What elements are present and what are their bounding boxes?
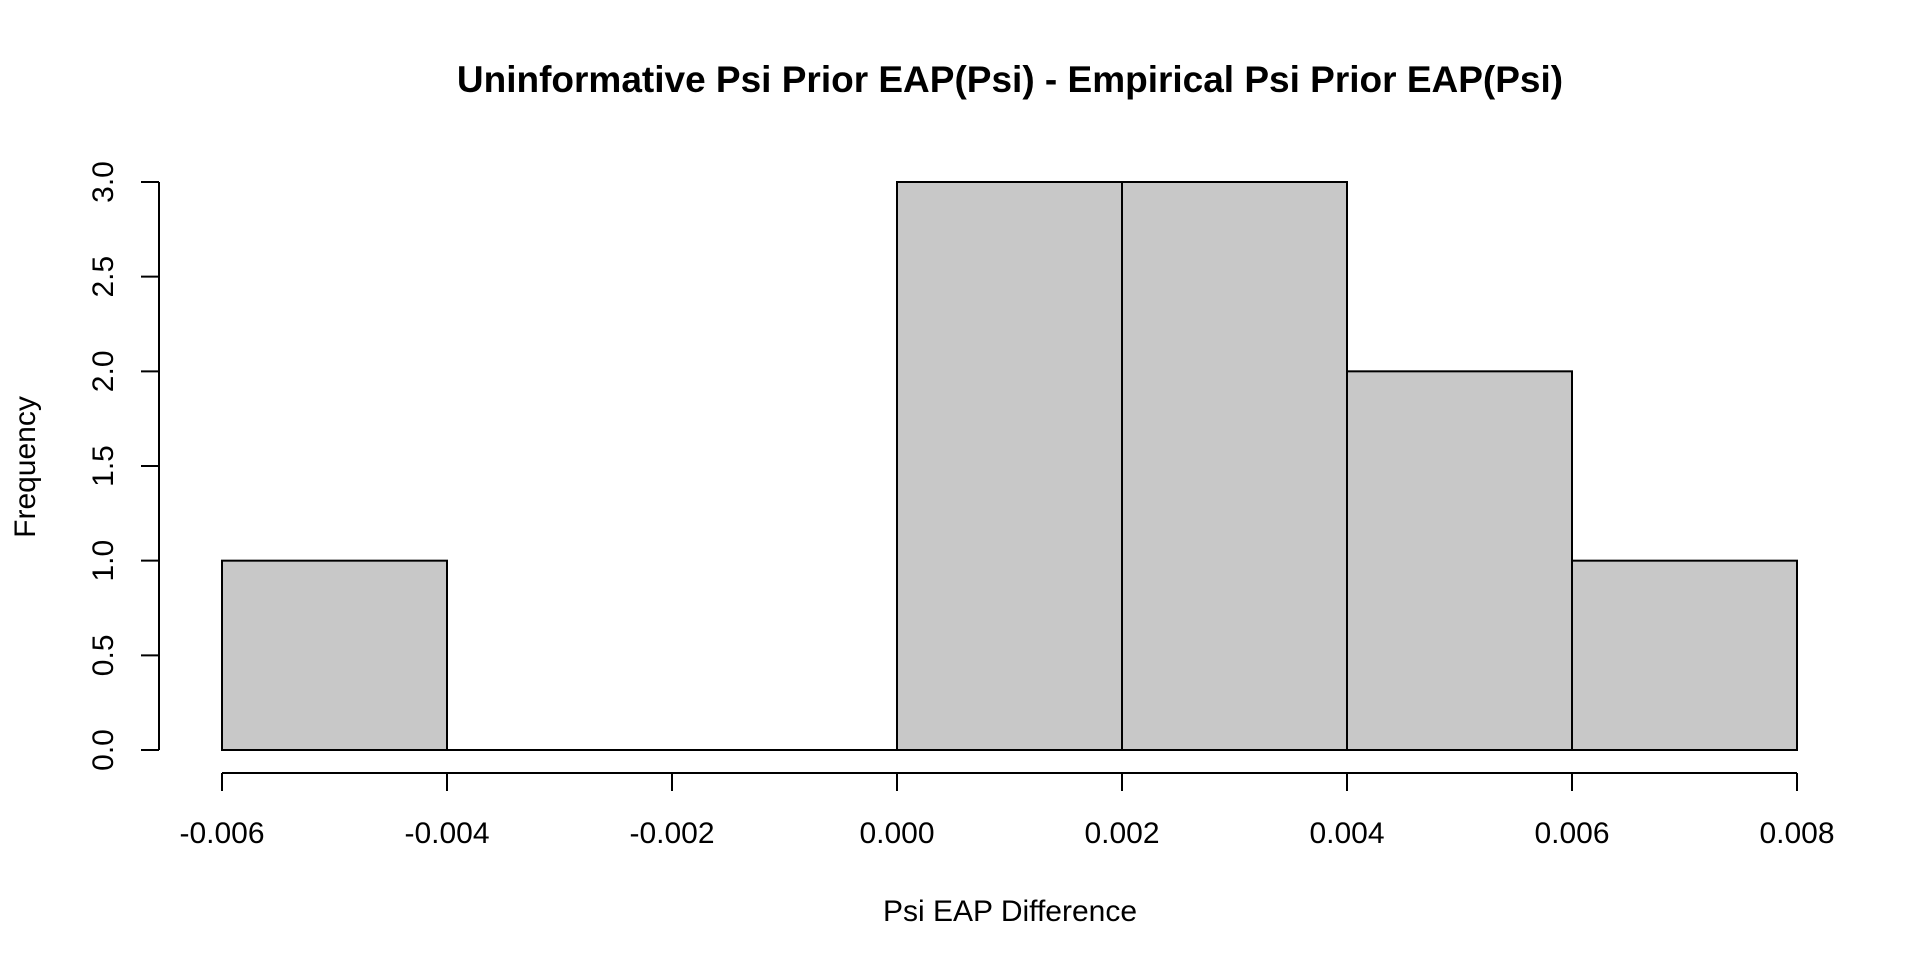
x-axis: -0.006 -0.004 -0.002 0.000 0.002 0.004 0.006 0.… [179, 772, 1835, 850]
y-tick-label: 1.0 [87, 540, 120, 582]
y-tick-label: 2.0 [87, 350, 120, 392]
x-tick-label: 0.004 [1309, 817, 1384, 850]
histogram-bar [896, 181, 1123, 751]
y-tick-label: 3.0 [87, 161, 120, 203]
y-tick-label: 0.0 [87, 729, 120, 771]
y-axis: 0.0 0.5 1.0 1.5 2.0 2.5 3.0 [87, 161, 160, 771]
histogram-bar [1121, 181, 1348, 751]
x-tick-label: 0.000 [859, 817, 934, 850]
histogram-bar [1346, 370, 1573, 751]
x-tick-label: -0.004 [404, 817, 489, 850]
x-tick-label: 0.008 [1759, 817, 1834, 850]
histogram-bar [221, 559, 448, 752]
x-tick-label: -0.006 [179, 817, 264, 850]
bars-group [221, 181, 1798, 752]
x-tick-label: 0.002 [1084, 817, 1159, 850]
y-axis-label: Frequency [9, 396, 42, 538]
x-axis-label: Psi EAP Difference [883, 895, 1137, 928]
x-tick-label: 0.006 [1534, 817, 1609, 850]
y-tick-label: 0.5 [87, 634, 120, 676]
x-tick-label: -0.002 [629, 817, 714, 850]
histogram-bar [1571, 559, 1798, 752]
chart-title: Uninformative Psi Prior EAP(Psi) - Empir… [457, 59, 1563, 100]
y-tick-label: 2.5 [87, 256, 120, 298]
y-tick-label: 1.5 [87, 445, 120, 487]
